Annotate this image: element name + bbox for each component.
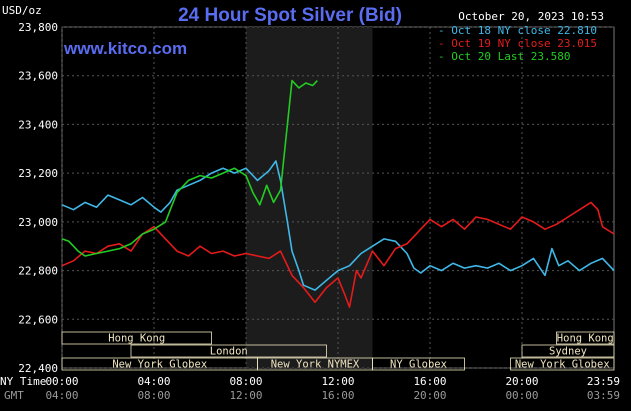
legend-entry: - Oct 20 Last 23.580 (438, 50, 570, 63)
y-tick-label: 23,400 (18, 118, 58, 131)
y-tick-label: 22,400 (18, 362, 58, 375)
market-session-label: Hong Kong (557, 333, 614, 345)
market-session-box (556, 331, 615, 345)
market-session-label: London (210, 346, 248, 358)
x-tick-label-gmt: 04:00 (45, 389, 78, 402)
gmt-label: GMT (4, 389, 24, 402)
y-tick-label: 23,800 (18, 21, 58, 34)
units-label: USD/oz (2, 4, 42, 17)
x-tick-label: 20:00 (505, 375, 538, 388)
legend-entry: - Oct 18 NY close 22.810 (438, 24, 597, 37)
chart-title: 24 Hour Spot Silver (Bid) (178, 5, 402, 26)
market-session-label: New York Globex (515, 359, 610, 371)
legend-entry: - Oct 19 NY close 23.015 (438, 37, 597, 50)
market-session-box (372, 357, 465, 371)
nymex-session-shade (246, 27, 373, 368)
market-session-box (510, 357, 615, 371)
timestamp: October 20, 2023 10:53 (458, 10, 604, 23)
x-tick-label: 16:00 (413, 375, 446, 388)
website-label: www.kitco.com (63, 39, 187, 58)
market-session-label: NY Globex (390, 359, 447, 371)
x-tick-label: 00:00 (45, 375, 78, 388)
x-tick-label: 12:00 (321, 375, 354, 388)
x-tick-label-gmt: 12:00 (229, 389, 262, 402)
series-line-oct-18 (61, 160, 615, 291)
x-tick-label-gmt: 08:00 (137, 389, 170, 402)
market-session-label: New York Globex (112, 359, 207, 371)
series-line-oct-20 (61, 79, 318, 257)
market-session-label: Sydney (549, 346, 587, 358)
y-axis-ticks: 22,400 22,600 22,800 23,000 23,200 23,400 23,6… (18, 21, 58, 375)
x-tick-label: 23:59 (587, 375, 620, 388)
y-tick-label: 22,600 (18, 313, 58, 326)
y-tick-label: 23,000 (18, 216, 58, 229)
market-session-box (61, 331, 212, 345)
legend: - Oct 18 NY close 22.810- Oct 19 NY clos… (438, 24, 597, 63)
market-session-box (130, 344, 327, 358)
market-session-box (521, 344, 615, 358)
x-tick-label-gmt: 00:00 (505, 389, 538, 402)
x-tick-label-gmt: 16:00 (321, 389, 354, 402)
market-session-label: Hong Kong (108, 333, 165, 345)
series-line-oct-19 (61, 201, 615, 308)
y-tick-label: 23,200 (18, 167, 58, 180)
x-axis-ticks: 00:0004:0004:0008:0008:0012:0012:0016:00… (45, 375, 620, 402)
y-tick-label: 23,600 (18, 70, 58, 83)
x-tick-label: 08:00 (229, 375, 262, 388)
x-tick-label-gmt: 03:59 (587, 389, 620, 402)
x-tick-label: 04:00 (137, 375, 170, 388)
market-session-label: New York NYMEX (271, 359, 360, 371)
ny-time-label: NY Time (0, 375, 46, 388)
series-lines (61, 79, 615, 308)
y-tick-label: 22,800 (18, 265, 58, 278)
x-tick-label-gmt: 20:00 (413, 389, 446, 402)
